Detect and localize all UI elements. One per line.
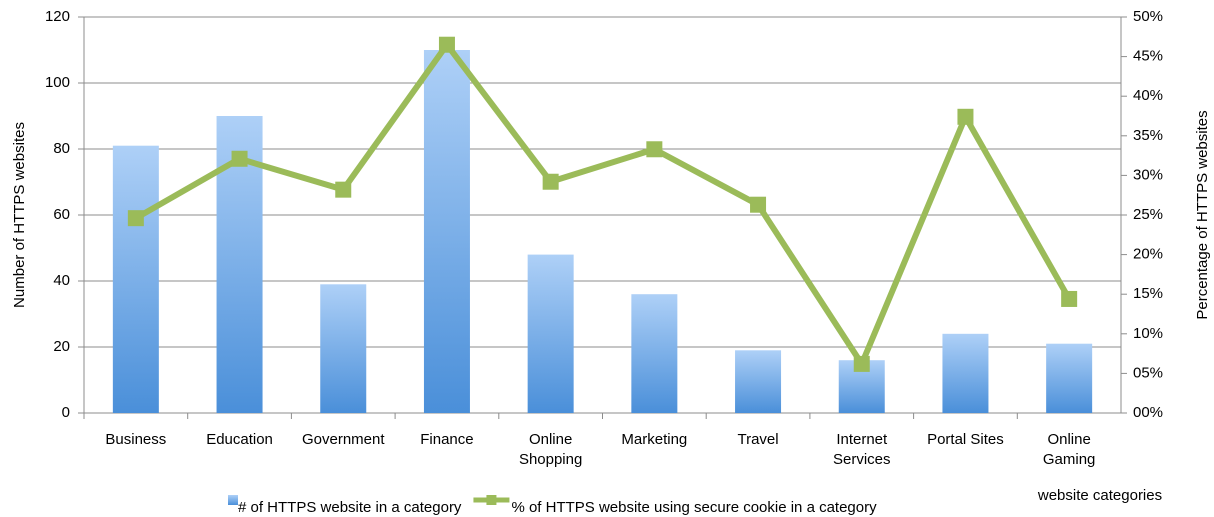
line-marker — [646, 141, 663, 158]
x-tick-label: Internet Services — [832, 431, 891, 468]
bar — [631, 294, 678, 413]
x-tick-label: Portal Sites — [927, 431, 1004, 448]
y-tick-label: 80 — [53, 140, 70, 157]
y2-tick-label: 00% — [1133, 404, 1163, 421]
y-axis-label: Number of HTTPS websites — [11, 122, 28, 308]
line-marker — [853, 355, 870, 372]
y2-axis-label: Percentage of HTTPS websites — [1194, 110, 1211, 319]
y2-tick-label: 05% — [1133, 364, 1163, 381]
legend-label: # of HTTPS website in a category — [238, 499, 462, 516]
y-tick-label: 60 — [53, 206, 70, 223]
y-tick-label: 0 — [62, 404, 70, 421]
line-marker — [231, 150, 248, 167]
line-marker — [335, 181, 352, 198]
bar — [942, 333, 989, 413]
x-tick-label: Government — [301, 431, 385, 448]
y2-tick-label: 25% — [1133, 206, 1163, 223]
y2-tick-label: 40% — [1133, 87, 1163, 104]
y-tick-label: 120 — [45, 8, 70, 25]
line-series — [134, 41, 1072, 367]
y2-tick-label: 15% — [1133, 285, 1163, 302]
y-tick-label: 100 — [45, 74, 70, 91]
line-marker — [127, 210, 144, 227]
line-marker — [750, 196, 767, 213]
line-marker — [1061, 290, 1078, 307]
legend-label: % of HTTPS website using secure cookie i… — [511, 499, 877, 516]
x-tick-label: Online Gaming — [1042, 431, 1096, 468]
bar — [320, 284, 367, 413]
x-tick-label: Travel — [737, 431, 779, 448]
bar — [423, 50, 470, 413]
legend-swatch — [228, 495, 238, 505]
y-tick-label: 40 — [53, 272, 70, 289]
y2-tick-label: 45% — [1133, 48, 1163, 65]
line-marker — [438, 36, 455, 53]
bar — [735, 350, 782, 413]
bar — [527, 254, 574, 413]
x-tick-label: Education — [206, 431, 273, 448]
y-tick-label: 20 — [53, 338, 70, 355]
bar — [1046, 343, 1093, 413]
legend-swatch — [486, 495, 497, 505]
line-marker — [957, 108, 974, 125]
x-tick-label: Finance — [420, 431, 474, 448]
y2-tick-label: 20% — [1133, 246, 1163, 263]
x-tick-label: Marketing — [621, 431, 688, 448]
y2-tick-label: 50% — [1133, 8, 1163, 25]
x-axis-label: website categories — [1037, 487, 1162, 504]
bar — [112, 145, 159, 413]
y2-tick-label: 10% — [1133, 325, 1163, 342]
y2-tick-label: 30% — [1133, 166, 1163, 183]
y2-tick-label: 35% — [1133, 127, 1163, 144]
x-tick-label: Online Shopping — [518, 431, 583, 468]
line-marker — [542, 173, 559, 190]
x-tick-label: Business — [105, 431, 167, 448]
